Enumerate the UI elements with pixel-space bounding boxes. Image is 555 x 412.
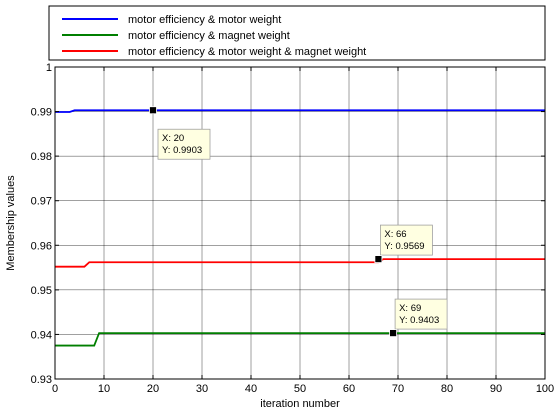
- x-tick-label: 10: [98, 383, 110, 395]
- x-axis-title: iteration number: [260, 398, 340, 410]
- x-tick-label: 0: [52, 383, 58, 395]
- datatip-y-label: Y: 0.9903: [162, 145, 202, 156]
- x-tick-label: 30: [196, 383, 208, 395]
- x-tick-label: 100: [536, 383, 554, 395]
- legend-label-3: motor efficiency & motor weight & magnet…: [128, 46, 366, 58]
- x-tick-label: 40: [245, 383, 257, 395]
- datatip-y-label: Y: 0.9569: [384, 241, 424, 252]
- datatip-marker: [375, 256, 382, 263]
- x-tick-label: 80: [441, 383, 453, 395]
- y-tick-label: 0.96: [31, 240, 52, 252]
- x-tick-label: 20: [147, 383, 159, 395]
- y-tick-label: 1: [46, 62, 52, 74]
- datatip-marker: [390, 330, 397, 337]
- y-tick-label: 0.94: [31, 329, 52, 341]
- datatip-x-label: X: 69: [399, 303, 421, 314]
- y-tick-label: 0.95: [31, 285, 52, 297]
- y-tick-label: 0.93: [31, 374, 52, 386]
- datatip-y-label: Y: 0.9403: [399, 315, 439, 326]
- x-tick-label: 90: [490, 383, 502, 395]
- datatip-x-label: X: 66: [384, 229, 406, 240]
- x-tick-label: 70: [392, 383, 404, 395]
- legend-label-1: motor efficiency & motor weight: [128, 14, 281, 26]
- y-tick-label: 0.99: [31, 107, 52, 119]
- y-axis-title: Membership values: [5, 175, 17, 271]
- datatip-x-label: X: 20: [162, 133, 184, 144]
- x-tick-label: 50: [294, 383, 306, 395]
- y-tick-label: 0.98: [31, 151, 52, 163]
- y-tick-label: 0.97: [31, 196, 52, 208]
- datatip-marker: [150, 107, 157, 114]
- x-tick-label: 60: [343, 383, 355, 395]
- legend-label-2: motor efficiency & magnet weight: [128, 30, 290, 42]
